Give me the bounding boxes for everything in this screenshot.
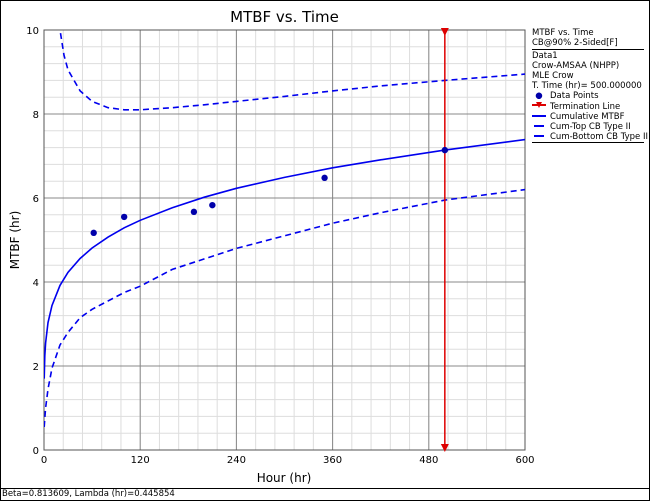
x-tick-label: 360 [323,455,342,466]
y-tick-label: 6 [33,194,39,205]
data-point [209,201,216,209]
plot-svg: 0 120 240 360 480 600 0 2 4 6 8 10 Hour (hr) MTBF (… [8,26,535,485]
series-cumulative-mtbf [44,138,525,379]
y-tick-label: 4 [33,278,39,289]
series-cum-top-cb-type-ii [59,30,525,111]
legend-title: MTBF vs. Time [532,28,594,38]
y-tick-label: 0 [33,446,39,457]
status-footer: Beta=0.813609, Lambda (hr)=0.445854 [1,488,649,500]
x-tick-label: 0 [41,455,47,466]
data-point [321,174,328,182]
series-cum-bottom-cb-type-ii [44,188,525,427]
y-tick-label: 10 [26,26,39,37]
plot-area [43,29,526,451]
x-tick-label: 600 [515,455,534,466]
legend-item-data-points: ● Data Points [532,91,644,101]
termination-line-icon [532,101,546,112]
legend-line: T. Time (hr)= 500.000000 [532,81,642,91]
legend-item-bottom-cb: Cum-Bottom CB Type II [532,132,648,143]
solid-line-icon [532,112,546,122]
legend-item-top-cb: Cum-Top CB Type II [532,122,644,132]
data-point [120,213,128,221]
y-tick-label: 8 [33,110,39,121]
data-point [441,146,449,154]
legend-subtitle: CB@90% 2-Sided[F] [532,38,644,50]
termination-marker-top [440,28,449,36]
chart-title: MTBF vs. Time [230,8,339,26]
x-tick-label: 240 [227,455,246,466]
y-tick-label: 2 [33,362,39,373]
data-point [190,208,198,216]
legend-line: Crow-AMSAA (NHPP) [532,61,620,71]
dashed-line-icon [532,132,546,142]
x-tick-label: 480 [419,455,438,466]
x-tick-label: 120 [131,455,150,466]
legend: MTBF vs. Time CB@90% 2-Sided[F] Data1 Cr… [532,28,648,143]
legend-line: Data1 [532,51,558,61]
y-axis-label: MTBF (hr) [8,211,22,270]
termination-marker-bottom [440,444,449,452]
dot-icon: ● [535,91,543,101]
dashed-line-icon [532,122,546,132]
legend-line: MLE Crow [532,71,574,81]
x-axis-label: Hour (hr) [257,471,312,485]
data-point [90,229,97,237]
legend-item-cumulative: Cumulative MTBF [532,112,644,122]
legend-item-termination: Termination Line [532,101,644,112]
